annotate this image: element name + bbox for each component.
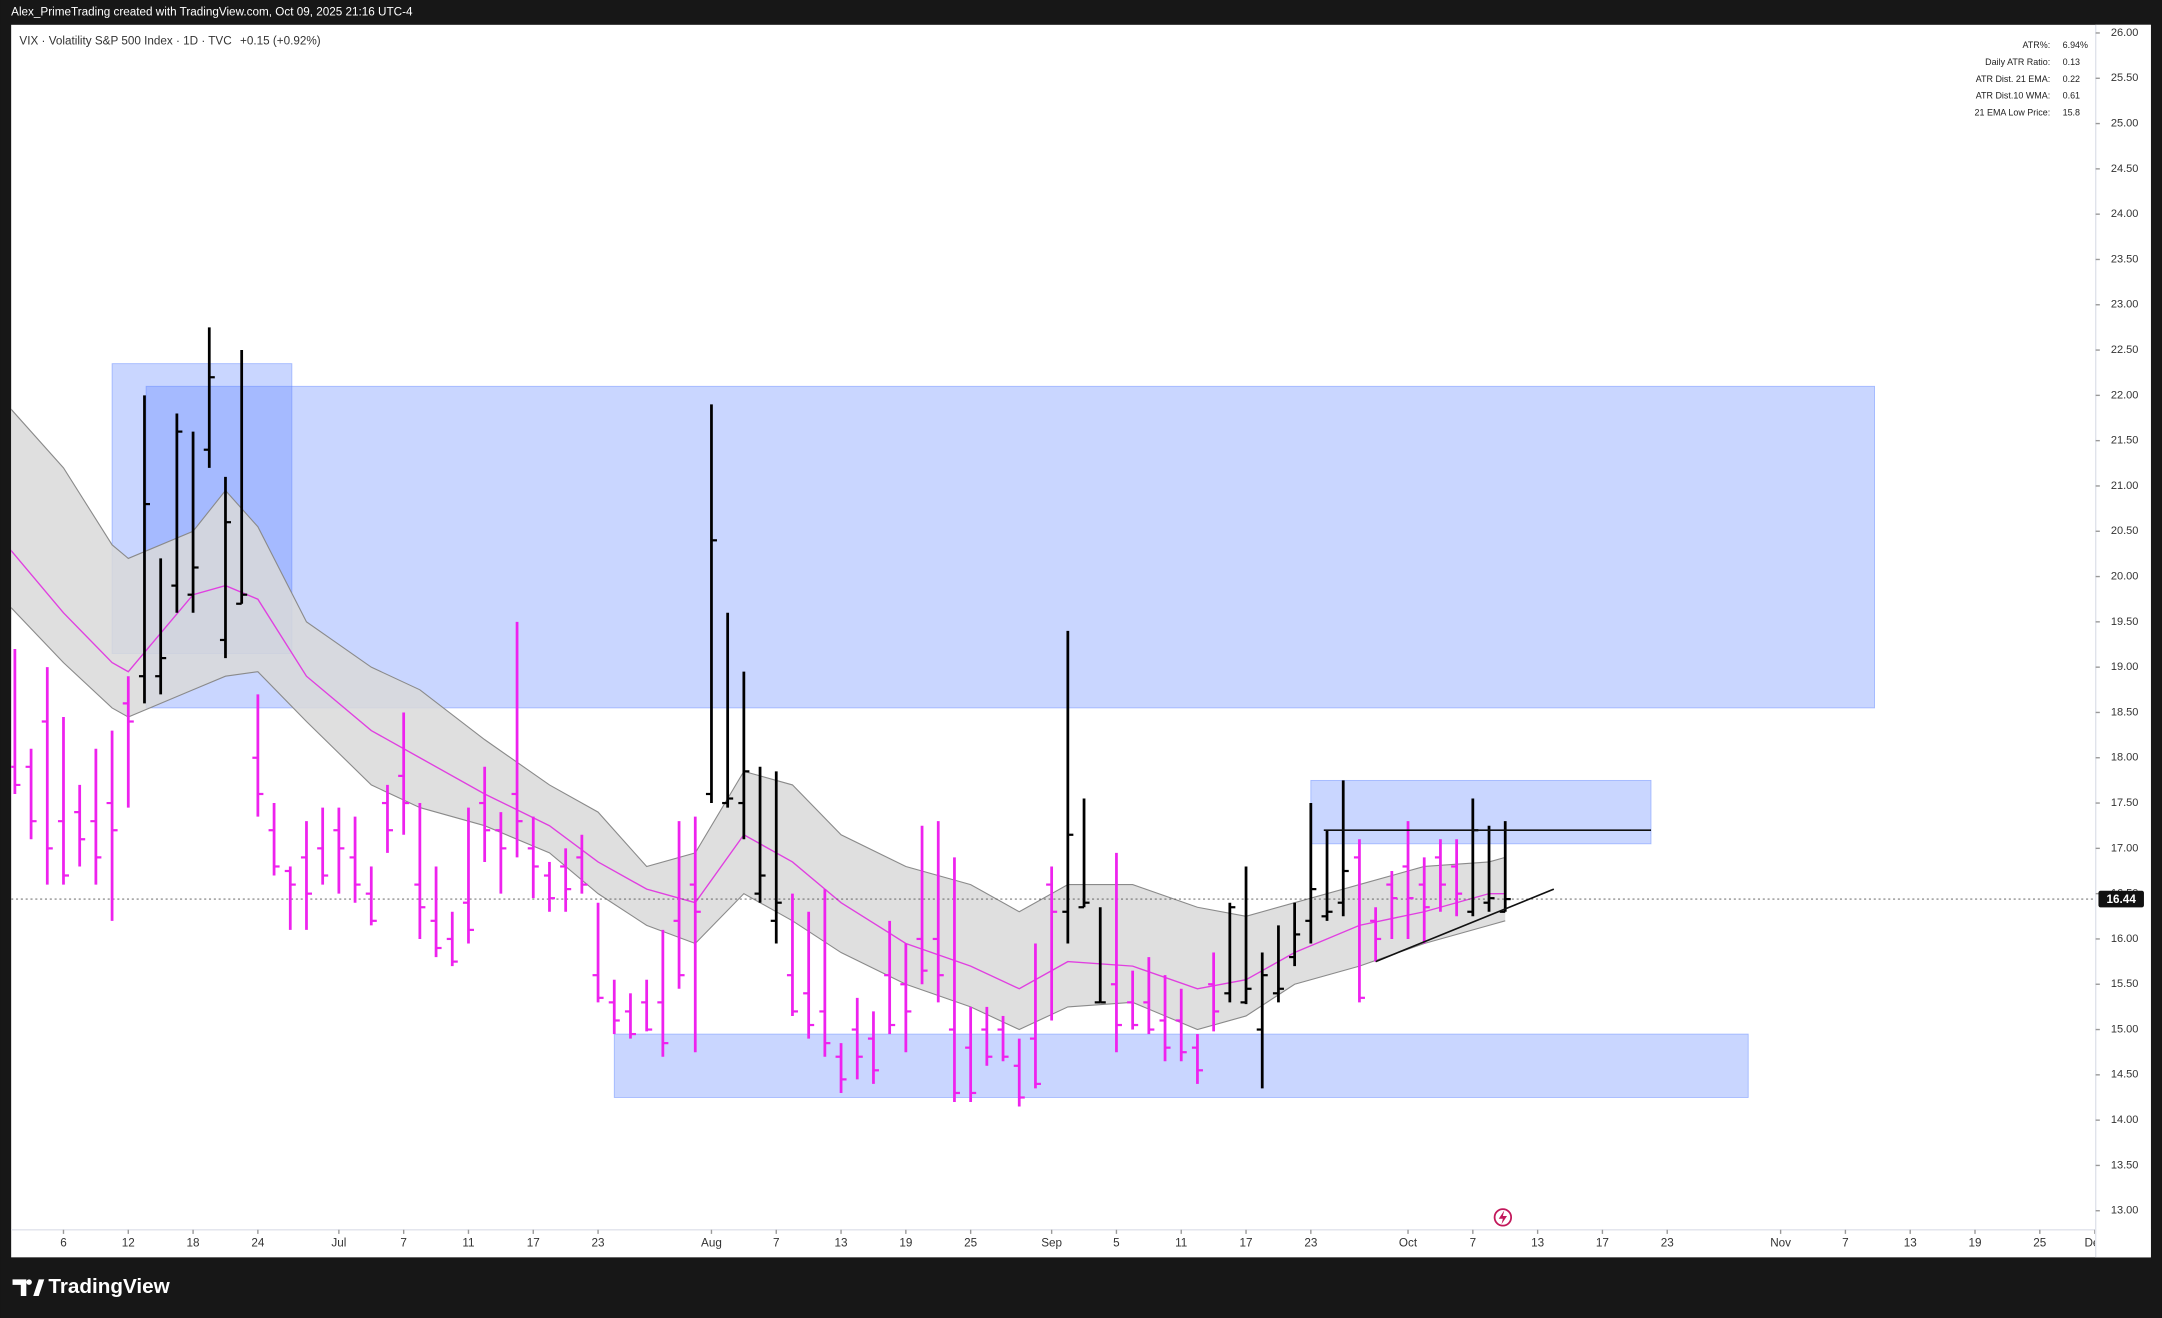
y-tick-label: 25.00 (2111, 117, 2139, 129)
y-tick-label: 20.00 (2111, 570, 2139, 582)
y-tick-label: 13.00 (2111, 1205, 2139, 1217)
brand: TradingView (48, 1275, 170, 1298)
y-tick-label: 14.00 (2111, 1114, 2139, 1126)
x-tick-label: Nov (1770, 1237, 1791, 1250)
x-tick-label: 24 (251, 1237, 265, 1250)
x-tick-label: Jul (331, 1237, 346, 1250)
x-tick-label: 11 (462, 1237, 474, 1250)
y-tick-label: 13.50 (2111, 1159, 2139, 1171)
legend-change: +0.15 (+0.92%) (240, 34, 321, 47)
y-tick-label: 22.50 (2111, 344, 2139, 356)
x-tick-label: 7 (773, 1237, 780, 1250)
x-tick-label: 13 (1904, 1237, 1917, 1250)
price-label-bg (2098, 890, 2144, 908)
y-tick-label: 19.50 (2111, 616, 2139, 628)
y-tick-label: 15.00 (2111, 1023, 2139, 1035)
y-tick-label: 21.50 (2111, 435, 2139, 447)
y-tick-label: 15.50 (2111, 978, 2139, 990)
table-label: Daily ATR Ratio: (1985, 57, 2050, 67)
x-tick-label: 11 (1175, 1237, 1187, 1250)
brand-logo (12, 1279, 45, 1296)
y-tick-label: 26.00 (2111, 27, 2139, 39)
price-axis (2095, 24, 2151, 1258)
y-tick-label: 14.50 (2111, 1069, 2139, 1081)
x-tick-label: 23 (592, 1237, 605, 1250)
alert-icon (1493, 1208, 1513, 1227)
x-tick-label: Oct (1399, 1237, 1418, 1250)
x-tick-label: 19 (899, 1237, 912, 1250)
y-tick-label: 19.00 (2111, 661, 2139, 673)
zone (1310, 779, 1652, 845)
x-tick-label: 13 (835, 1237, 848, 1250)
table-value: 6.94% (2063, 40, 2088, 50)
chart-area (11, 24, 2151, 1258)
header: Alex_PrimeTrading created with TradingVi… (11, 6, 413, 19)
table-label: 21 EMA Low Price: (1975, 108, 2051, 118)
x-tick-label: 12 (122, 1237, 135, 1250)
table-value: 0.13 (2063, 57, 2080, 67)
y-tick-label: 24.00 (2111, 208, 2139, 220)
y-tick-label: 16.00 (2111, 933, 2139, 945)
x-tick-label: 23 (1661, 1237, 1674, 1250)
x-tick-label: 13 (1531, 1237, 1544, 1250)
x-tick-label: 17 (1596, 1237, 1609, 1250)
x-tick-label: 23 (1304, 1237, 1317, 1250)
x-tick-label: 25 (964, 1237, 978, 1250)
y-tick-label: 17.50 (2111, 797, 2139, 809)
price-axis-labels: 13.0013.5014.0014.5015.0015.5016.0016.50… (2095, 27, 2144, 1217)
y-tick-label: 25.50 (2111, 72, 2139, 84)
y-tick-label: 22.00 (2111, 389, 2139, 401)
table-value: 0.22 (2063, 74, 2080, 84)
y-tick-label: 21.00 (2111, 480, 2139, 492)
band-fill (11, 409, 1506, 1030)
x-tick-label: 17 (1240, 1237, 1253, 1250)
x-tick-label: 7 (400, 1237, 407, 1250)
x-tick-label: 7 (1470, 1237, 1477, 1250)
plot (11, 327, 2096, 1107)
y-tick-label: 20.50 (2111, 525, 2139, 537)
y-tick-label: 24.50 (2111, 163, 2139, 175)
x-tick-label: 18 (187, 1237, 200, 1250)
indicator-table: ATR%: 6.94% Daily ATR Ratio: 0.13 ATR Dist. … (1975, 40, 2088, 118)
table-value: 15.8 (2063, 108, 2080, 118)
y-tick-label: 23.00 (2111, 299, 2139, 311)
x-tick-label: 5 (1113, 1237, 1120, 1250)
x-tick-label: 25 (2033, 1237, 2047, 1250)
y-tick-label: 18.50 (2111, 706, 2139, 718)
trendline (1375, 888, 1555, 963)
y-tick-label: 17.00 (2111, 842, 2139, 854)
table-value: 0.61 (2063, 91, 2080, 101)
x-tick-label: 19 (1968, 1237, 1981, 1250)
x-tick-label: 7 (1842, 1237, 1849, 1250)
x-tick-label: Aug (701, 1237, 722, 1250)
x-tick-label: 17 (527, 1237, 540, 1250)
table-label: ATR Dist. 21 EMA: (1976, 74, 2050, 84)
table-label: ATR Dist.10 WMA: (1976, 91, 2050, 101)
legend-symbol: VIX · Volatility S&P 500 Index · 1D · TV… (19, 34, 231, 47)
y-tick-label: 18.00 (2111, 752, 2139, 764)
y-tick-label: 23.50 (2111, 253, 2139, 265)
price-label: 16.44 (2107, 893, 2137, 906)
ema-line (11, 549, 1506, 990)
band-upper (11, 408, 1506, 917)
x-tick-label: Sep (1041, 1237, 1062, 1250)
zone (145, 385, 1875, 709)
table-label: ATR%: (2022, 40, 2050, 50)
band-lower (11, 606, 1506, 1031)
time-axis: 6 12 18 24 Jul 7 11 17 23 Aug 7 13 19 25 Sep 5 11 17 23 Oct… (60, 1229, 2105, 1250)
x-tick-label: 6 (60, 1237, 67, 1250)
